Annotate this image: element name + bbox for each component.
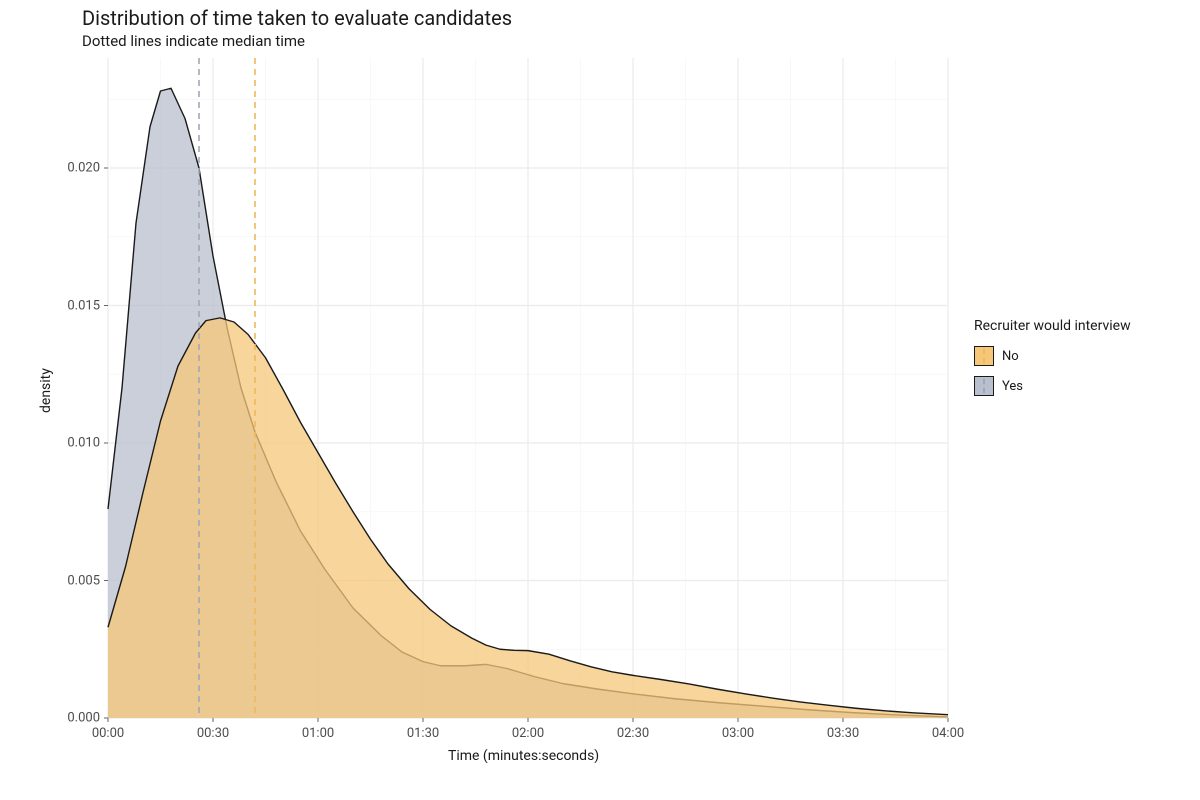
y-tick-label: 0.015 (58, 298, 100, 313)
y-tick-label: 0.020 (58, 161, 100, 176)
x-tick-label: 00:00 (92, 726, 124, 741)
legend-item-yes: Yes (974, 376, 1023, 396)
x-tick-label: 04:00 (932, 726, 964, 741)
x-tick-label: 02:00 (512, 726, 544, 741)
x-tick-label: 02:30 (617, 726, 649, 741)
legend-label: No (1002, 349, 1019, 364)
x-tick-label: 00:30 (197, 726, 229, 741)
y-tick-label: 0.005 (58, 573, 100, 588)
x-tick-label: 03:30 (827, 726, 859, 741)
legend-label: Yes (1002, 379, 1023, 394)
legend-swatch-no (974, 346, 994, 366)
legend-swatch-yes (974, 376, 994, 396)
y-tick-label: 0.010 (58, 436, 100, 451)
density-plot (108, 58, 948, 718)
chart-container: Distribution of time taken to evaluate c… (0, 0, 1200, 800)
y-axis-label: density (38, 368, 54, 413)
x-tick-label: 01:30 (407, 726, 439, 741)
x-tick-label: 03:00 (722, 726, 754, 741)
x-axis-label: Time (minutes:seconds) (448, 748, 599, 764)
chart-subtitle: Dotted lines indicate median time (82, 32, 305, 50)
legend-item-no: No (974, 346, 1019, 366)
y-tick-label: 0.000 (58, 711, 100, 726)
x-tick-label: 01:00 (302, 726, 334, 741)
legend-title: Recruiter would interview (974, 318, 1131, 334)
chart-title: Distribution of time taken to evaluate c… (82, 6, 512, 30)
